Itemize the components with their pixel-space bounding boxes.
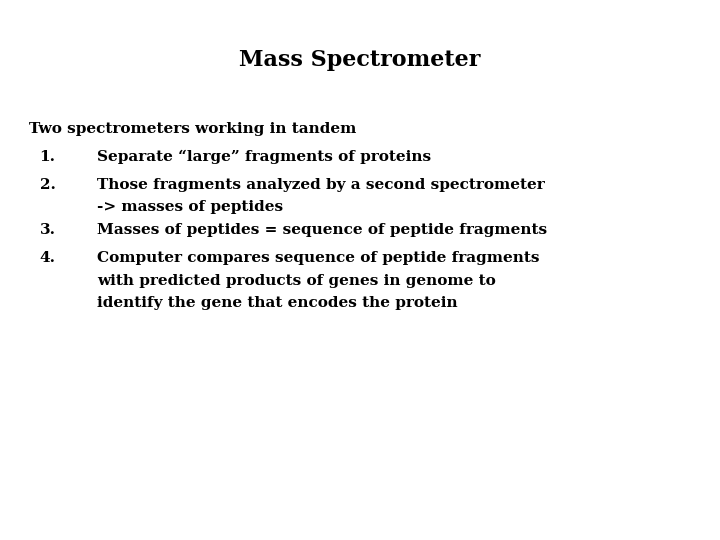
- Text: identify the gene that encodes the protein: identify the gene that encodes the prote…: [97, 296, 458, 310]
- Text: Computer compares sequence of peptide fragments: Computer compares sequence of peptide fr…: [97, 251, 540, 265]
- Text: 3.: 3.: [40, 223, 55, 237]
- Text: 4.: 4.: [40, 251, 55, 265]
- Text: -> masses of peptides: -> masses of peptides: [97, 200, 284, 214]
- Text: Those fragments analyzed by a second spectrometer: Those fragments analyzed by a second spe…: [97, 178, 545, 192]
- Text: 1.: 1.: [40, 150, 55, 164]
- Text: with predicted products of genes in genome to: with predicted products of genes in geno…: [97, 274, 496, 288]
- Text: Separate “large” fragments of proteins: Separate “large” fragments of proteins: [97, 150, 431, 164]
- Text: 2.: 2.: [40, 178, 55, 192]
- Text: Two spectrometers working in tandem: Two spectrometers working in tandem: [29, 122, 356, 136]
- Text: Masses of peptides = sequence of peptide fragments: Masses of peptides = sequence of peptide…: [97, 223, 547, 237]
- Text: Mass Spectrometer: Mass Spectrometer: [239, 49, 481, 71]
